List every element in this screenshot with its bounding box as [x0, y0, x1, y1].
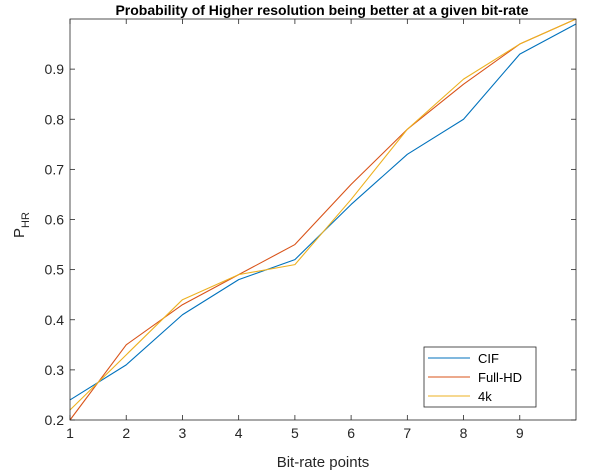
x-tick-label: 3	[179, 425, 187, 441]
legend-label: 4k	[478, 389, 492, 404]
x-tick-label: 1	[66, 425, 74, 441]
series-layer	[69, 18, 577, 421]
x-tick-label: 8	[460, 425, 468, 441]
x-tick-label: 9	[516, 425, 524, 441]
y-tick-label: 0.7	[45, 161, 65, 177]
y-tick-label: 0.5	[45, 262, 65, 278]
y-tick-label: 0.3	[45, 362, 65, 378]
series-line-full-hd	[69, 18, 577, 421]
x-tick-label: 7	[403, 425, 411, 441]
svg-text:PHR: PHR	[11, 212, 32, 238]
y-axis-label: PHR	[11, 212, 32, 238]
y-tick-label: 0.8	[45, 111, 65, 127]
series-line-4k	[69, 18, 577, 411]
x-axis-label: Bit-rate points	[277, 454, 370, 471]
legend: CIF Full-HD 4k	[423, 346, 537, 408]
y-tick-label: 0.9	[45, 61, 65, 77]
x-tick-label: 2	[122, 425, 130, 441]
x-tick-label: 6	[347, 425, 355, 441]
axes: 1 2 3 4 5 6 7 8 9 0.2 0.3 0.4 0.5 0.6 0.7 0.8 0.9	[45, 18, 577, 441]
chart-title: Probability of Higher resolution being b…	[115, 2, 528, 18]
y-axis-label-subscript: HR	[20, 212, 32, 228]
y-axis-label-main: P	[11, 228, 28, 238]
legend-label: CIF	[478, 351, 499, 366]
x-tick-label: 5	[291, 425, 299, 441]
y-tick-label: 0.2	[45, 412, 65, 428]
legend-label: Full-HD	[478, 370, 522, 385]
x-tick-label: 4	[235, 425, 243, 441]
y-tick-label: 0.6	[45, 212, 65, 228]
y-tick-label: 0.4	[45, 312, 65, 328]
